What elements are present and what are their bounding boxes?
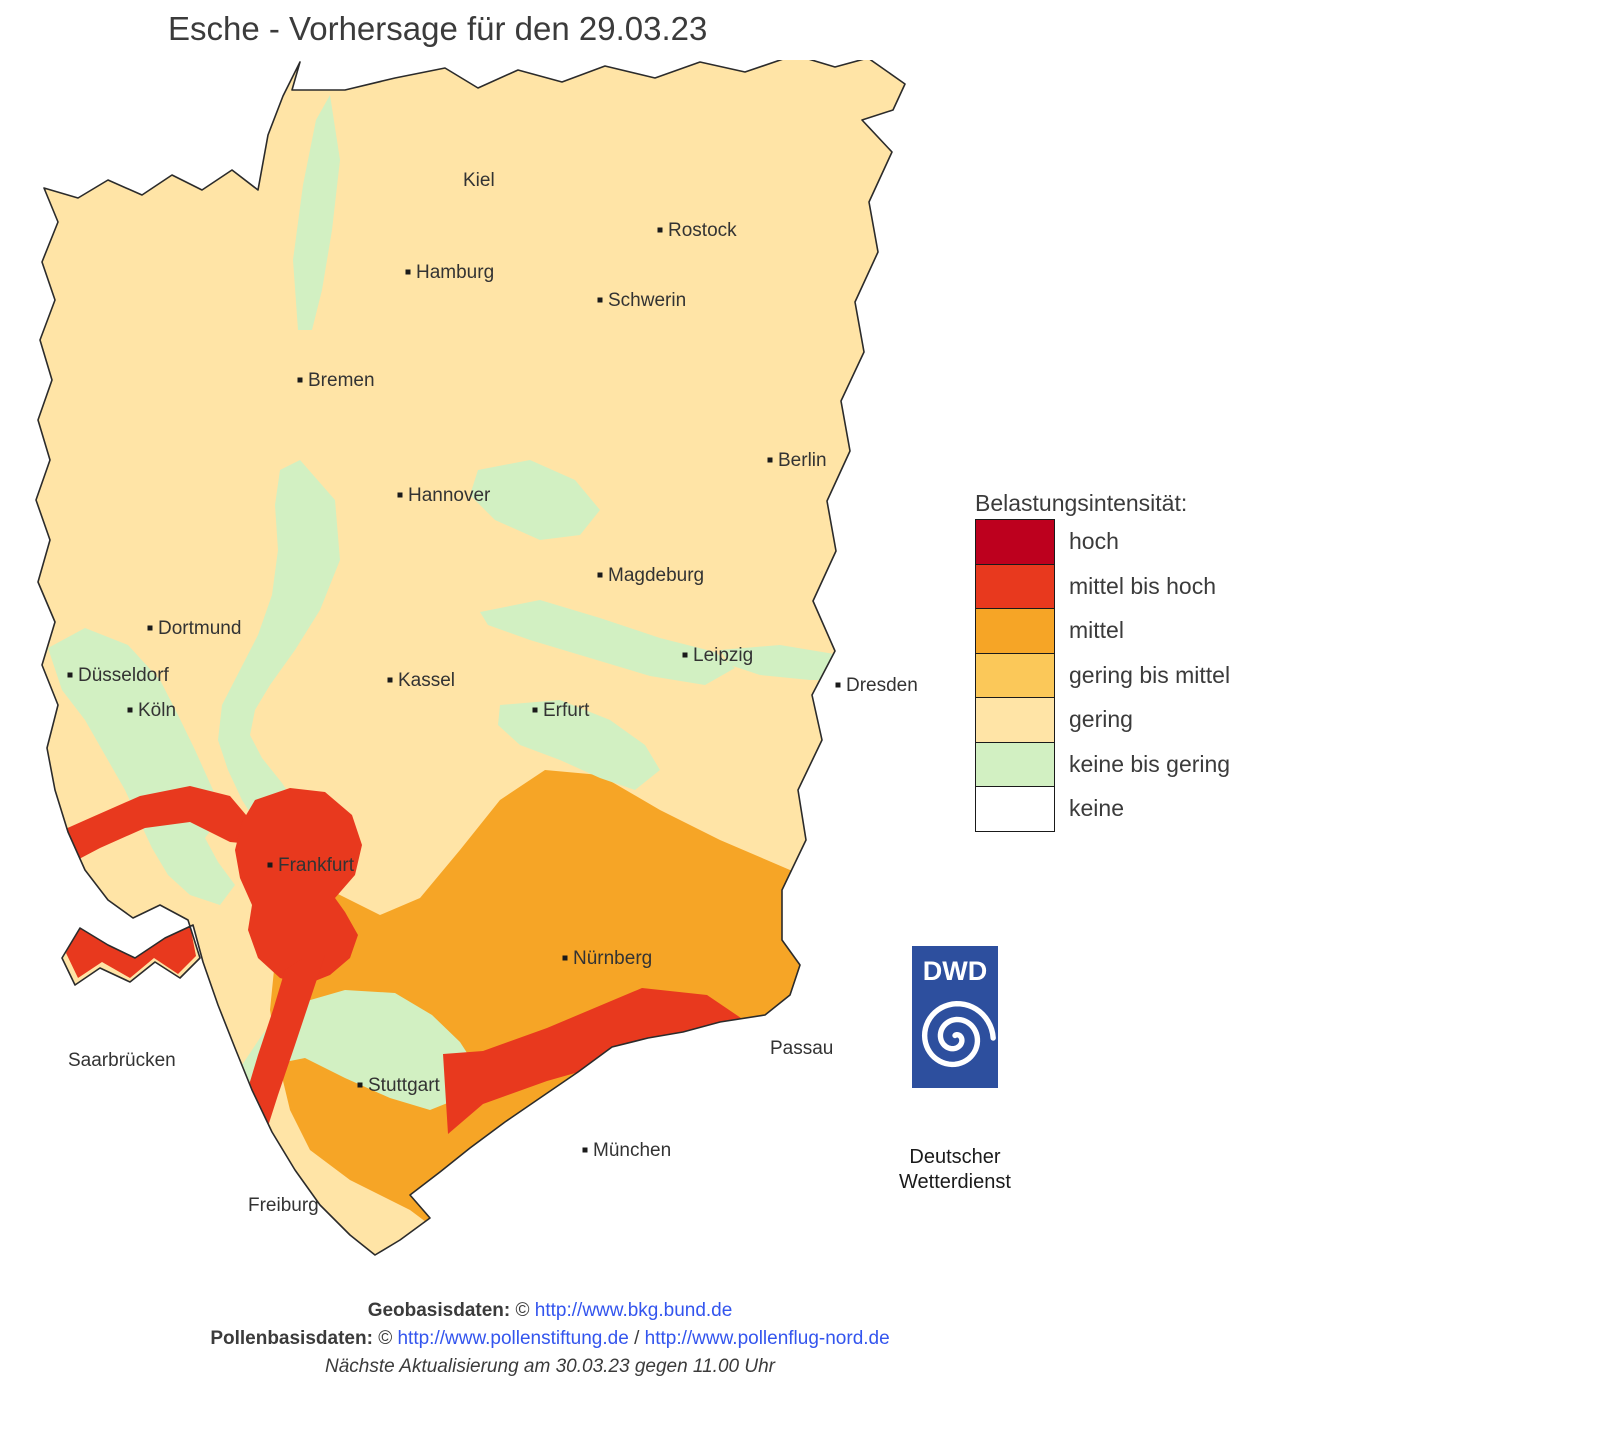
svg-text:Düsseldorf: Düsseldorf bbox=[78, 665, 170, 686]
svg-text:Frankfurt: Frankfurt bbox=[278, 855, 355, 876]
svg-text:Rostock: Rostock bbox=[668, 220, 737, 241]
svg-text:Nürnberg: Nürnberg bbox=[573, 948, 652, 969]
svg-text:Freiburg: Freiburg bbox=[248, 1195, 319, 1216]
svg-text:Dresden: Dresden bbox=[846, 675, 918, 696]
svg-text:Erfurt: Erfurt bbox=[543, 700, 590, 721]
svg-text:DWD: DWD bbox=[923, 956, 987, 986]
svg-text:Hamburg: Hamburg bbox=[416, 262, 494, 283]
svg-text:Schwerin: Schwerin bbox=[608, 290, 686, 311]
svg-text:Bremen: Bremen bbox=[308, 370, 375, 391]
svg-text:Köln: Köln bbox=[138, 700, 176, 721]
svg-text:Berlin: Berlin bbox=[778, 450, 827, 471]
svg-text:Leipzig: Leipzig bbox=[693, 645, 753, 666]
svg-text:Dortmund: Dortmund bbox=[158, 618, 241, 639]
svg-text:Kiel: Kiel bbox=[463, 170, 495, 191]
svg-text:Stuttgart: Stuttgart bbox=[368, 1075, 441, 1096]
svg-text:Passau: Passau bbox=[770, 1038, 833, 1059]
svg-text:München: München bbox=[593, 1140, 671, 1161]
svg-text:Saarbrücken: Saarbrücken bbox=[68, 1050, 176, 1071]
svg-text:Kassel: Kassel bbox=[398, 670, 455, 691]
svg-text:Magdeburg: Magdeburg bbox=[608, 565, 704, 586]
svg-text:Hannover: Hannover bbox=[408, 485, 491, 506]
